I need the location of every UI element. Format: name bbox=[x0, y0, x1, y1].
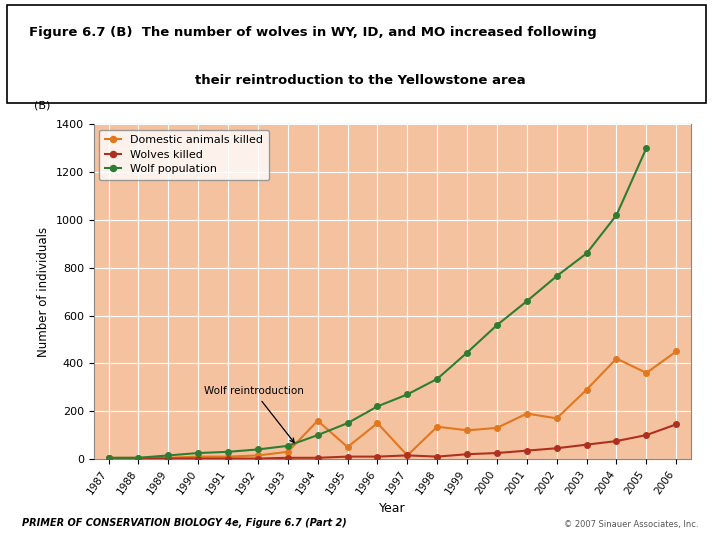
Domestic animals killed bbox=[552, 415, 561, 422]
Wolf population bbox=[433, 376, 441, 382]
X-axis label: Year: Year bbox=[379, 502, 405, 515]
Text: Wolf reintroduction: Wolf reintroduction bbox=[204, 387, 304, 443]
Wolves killed bbox=[463, 451, 472, 457]
Wolves killed bbox=[492, 450, 501, 456]
Legend: Domestic animals killed, Wolves killed, Wolf population: Domestic animals killed, Wolves killed, … bbox=[99, 130, 269, 180]
Wolf population bbox=[642, 145, 651, 151]
Wolves killed bbox=[343, 454, 352, 460]
Domestic animals killed bbox=[492, 424, 501, 431]
Domestic animals killed bbox=[463, 427, 472, 434]
Domestic animals killed bbox=[253, 452, 262, 458]
Domestic animals killed bbox=[104, 455, 113, 461]
Domestic animals killed bbox=[612, 355, 621, 362]
Domestic animals killed bbox=[672, 348, 680, 355]
Wolf population bbox=[343, 420, 352, 427]
Wolf population bbox=[104, 455, 113, 461]
Wolf population bbox=[582, 250, 591, 256]
Domestic animals killed bbox=[313, 417, 322, 424]
Wolf population bbox=[134, 455, 143, 461]
Wolves killed bbox=[224, 455, 233, 462]
Text: PRIMER OF CONSERVATION BIOLOGY 4e, Figure 6.7 (Part 2): PRIMER OF CONSERVATION BIOLOGY 4e, Figur… bbox=[22, 518, 346, 529]
Text: their reintroduction to the Yellowstone area: their reintroduction to the Yellowstone … bbox=[194, 75, 526, 87]
Wolf population bbox=[373, 403, 382, 410]
Wolf population bbox=[224, 449, 233, 455]
Wolf population bbox=[403, 391, 412, 397]
Wolf population bbox=[284, 443, 292, 449]
Domestic animals killed bbox=[433, 423, 441, 430]
Domestic animals killed bbox=[134, 455, 143, 461]
FancyBboxPatch shape bbox=[7, 5, 706, 103]
Wolves killed bbox=[582, 441, 591, 448]
Domestic animals killed bbox=[373, 420, 382, 427]
Wolf population bbox=[552, 273, 561, 279]
Wolf population bbox=[492, 322, 501, 328]
Wolves killed bbox=[284, 455, 292, 461]
Domestic animals killed bbox=[523, 410, 531, 417]
Text: Figure 6.7 (B)  The number of wolves in WY, ID, and MO increased following: Figure 6.7 (B) The number of wolves in W… bbox=[29, 26, 597, 39]
Wolves killed bbox=[403, 452, 412, 458]
Text: © 2007 Sinauer Associates, Inc.: © 2007 Sinauer Associates, Inc. bbox=[564, 519, 698, 529]
Wolf population bbox=[194, 450, 202, 456]
Domestic animals killed bbox=[164, 455, 173, 461]
Wolves killed bbox=[642, 432, 651, 438]
Wolves killed bbox=[612, 438, 621, 444]
Domestic animals killed bbox=[284, 449, 292, 455]
Wolves killed bbox=[373, 454, 382, 460]
Wolves killed bbox=[194, 455, 202, 462]
Wolves killed bbox=[433, 454, 441, 460]
Wolf population bbox=[523, 298, 531, 305]
Line: Wolves killed: Wolves killed bbox=[106, 422, 679, 461]
Line: Domestic animals killed: Domestic animals killed bbox=[106, 349, 679, 461]
Wolves killed bbox=[313, 455, 322, 461]
Wolf population bbox=[253, 446, 262, 453]
Wolves killed bbox=[672, 421, 680, 428]
Wolves killed bbox=[164, 455, 173, 462]
Domestic animals killed bbox=[194, 454, 202, 460]
Line: Wolf population: Wolf population bbox=[106, 145, 649, 461]
Domestic animals killed bbox=[403, 452, 412, 458]
Wolves killed bbox=[104, 455, 113, 462]
Wolf population bbox=[313, 432, 322, 438]
Text: (B): (B) bbox=[34, 101, 50, 111]
Wolf population bbox=[463, 349, 472, 356]
Wolf population bbox=[612, 212, 621, 218]
Domestic animals killed bbox=[642, 370, 651, 376]
Wolf population bbox=[164, 452, 173, 458]
Domestic animals killed bbox=[224, 454, 233, 460]
Wolves killed bbox=[134, 455, 143, 462]
Wolves killed bbox=[523, 447, 531, 454]
Domestic animals killed bbox=[582, 387, 591, 393]
Wolves killed bbox=[253, 455, 262, 462]
Wolves killed bbox=[552, 445, 561, 451]
Y-axis label: Number of individuals: Number of individuals bbox=[37, 227, 50, 356]
Domestic animals killed bbox=[343, 444, 352, 450]
